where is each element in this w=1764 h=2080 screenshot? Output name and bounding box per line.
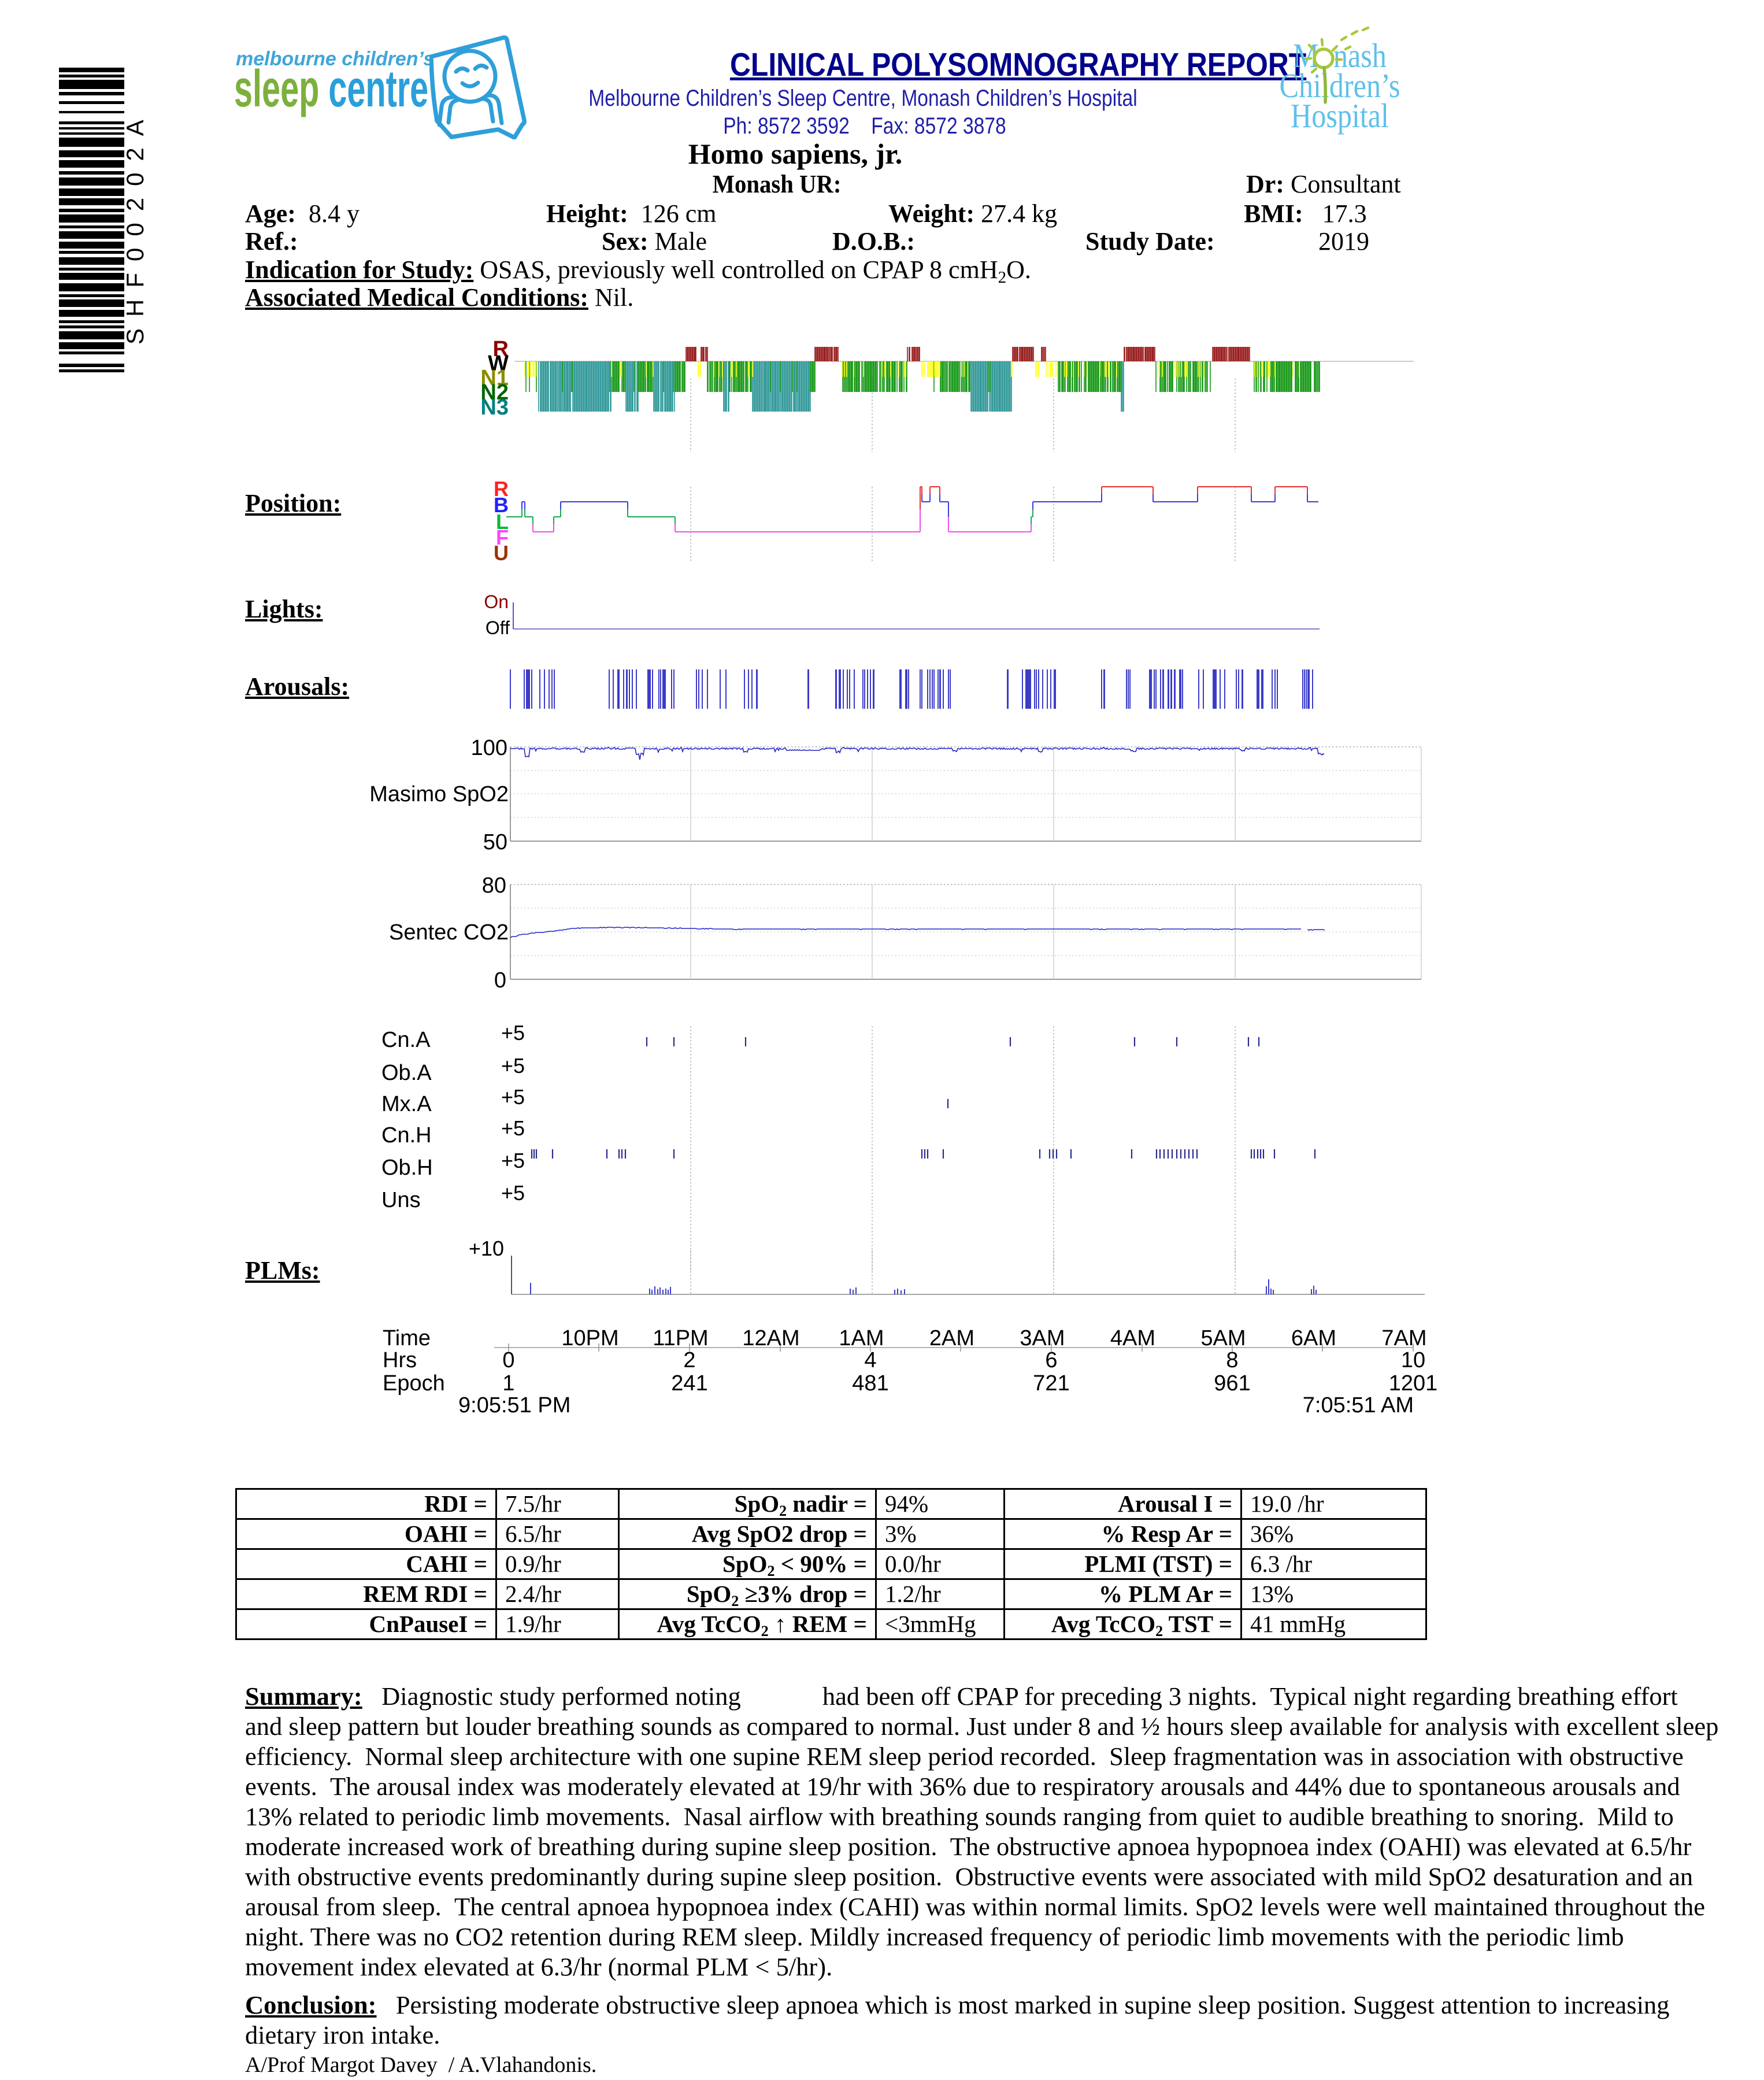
svg-text:7:05:51 AM: 7:05:51 AM (1303, 1393, 1414, 1417)
svg-text:R: R (493, 337, 509, 361)
svg-text:L: L (496, 510, 509, 534)
svg-text:Ob.H: Ob.H (381, 1156, 433, 1180)
svg-text:Hrs: Hrs (383, 1348, 417, 1372)
svg-text:+5: +5 (501, 1021, 525, 1045)
svg-text:+5: +5 (501, 1085, 525, 1109)
svg-text:+5: +5 (501, 1116, 525, 1140)
svg-text:6: 6 (1045, 1348, 1057, 1372)
svg-text:5AM: 5AM (1200, 1326, 1246, 1350)
svg-text:80: 80 (482, 874, 506, 898)
svg-text:1: 1 (502, 1371, 514, 1396)
svg-text:Sentec CO2: Sentec CO2 (389, 920, 509, 945)
svg-text:9:05:51 PM: 9:05:51 PM (458, 1393, 570, 1417)
svg-text:SHF00202A: SHF00202A (121, 108, 149, 345)
svg-text:Masimo SpO2: Masimo SpO2 (369, 782, 509, 806)
svg-text:4: 4 (864, 1348, 876, 1372)
svg-text:961: 961 (1214, 1371, 1250, 1396)
svg-text:N2: N2 (480, 380, 509, 405)
svg-text:241: 241 (671, 1371, 707, 1396)
svg-text:Epoch: Epoch (383, 1371, 445, 1396)
svg-text:U: U (494, 541, 509, 565)
svg-text:50: 50 (483, 830, 507, 854)
svg-text:F: F (496, 525, 509, 549)
svg-text:Ob.A: Ob.A (381, 1061, 432, 1085)
svg-text:B: B (494, 493, 509, 517)
svg-text:+5: +5 (501, 1181, 525, 1205)
svg-text:Off: Off (486, 617, 510, 638)
svg-text:4AM: 4AM (1110, 1326, 1155, 1350)
svg-text:On: On (484, 591, 509, 612)
svg-text:1AM: 1AM (839, 1326, 884, 1350)
svg-text:Cn.A: Cn.A (381, 1028, 431, 1052)
svg-text:11PM: 11PM (653, 1326, 708, 1350)
svg-text:0: 0 (494, 968, 506, 993)
svg-text:3AM: 3AM (1020, 1326, 1065, 1350)
svg-text:481: 481 (852, 1371, 888, 1396)
svg-text:N1: N1 (480, 366, 509, 390)
svg-text:721: 721 (1033, 1371, 1069, 1396)
svg-text:6AM: 6AM (1291, 1326, 1336, 1350)
svg-text:1201: 1201 (1389, 1371, 1438, 1396)
svg-text:2AM: 2AM (929, 1326, 974, 1350)
svg-text:10PM: 10PM (561, 1326, 618, 1350)
svg-text:+5: +5 (501, 1149, 525, 1172)
svg-text:100: 100 (471, 736, 507, 760)
svg-text:Uns: Uns (381, 1188, 421, 1212)
svg-text:Time: Time (383, 1326, 431, 1350)
svg-text:+5: +5 (501, 1054, 525, 1078)
svg-text:12AM: 12AM (742, 1326, 799, 1350)
svg-text:7AM: 7AM (1381, 1326, 1426, 1350)
svg-text:N3: N3 (480, 395, 509, 420)
svg-text:8: 8 (1226, 1348, 1238, 1372)
svg-text:R: R (494, 477, 509, 501)
svg-text:Cn.H: Cn.H (381, 1123, 432, 1148)
svg-text:0: 0 (502, 1348, 514, 1372)
svg-text:2: 2 (683, 1348, 695, 1372)
svg-text:+10: +10 (469, 1237, 504, 1260)
svg-text:W: W (488, 351, 509, 376)
svg-text:Mx.A: Mx.A (381, 1092, 432, 1116)
svg-text:10: 10 (1401, 1348, 1425, 1372)
